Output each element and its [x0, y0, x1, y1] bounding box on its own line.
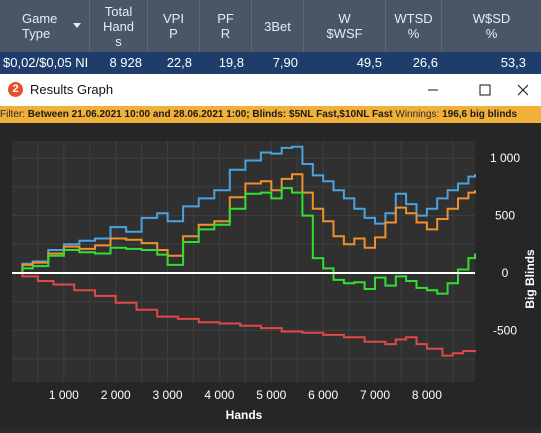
x-tick-label: 4 000 — [204, 388, 234, 402]
column-header-game-type[interactable]: Game Type — [0, 0, 90, 52]
results-chart: 1 000 2 000 3 000 4 000 5 000 6 000 7 000 8 000… — [12, 141, 537, 422]
x-tick-label: 8 000 — [412, 388, 442, 402]
y-tick-label: 1 000 — [490, 151, 520, 165]
y-tick-label: 0 — [502, 266, 509, 280]
series-line-0 — [12, 145, 476, 274]
cell-3bet: 7,90 — [272, 55, 298, 70]
x-axis-label: Hands — [226, 408, 263, 422]
column-header-wtsd[interactable]: WTSD% — [386, 0, 442, 52]
x-tick-label: 1 000 — [49, 388, 79, 402]
cell-pfr: 19,8 — [218, 55, 244, 70]
series-line-1 — [12, 173, 476, 274]
window-titlebar[interactable]: 2 Results Graph — [0, 74, 541, 107]
column-header-pfr[interactable]: PF R — [200, 0, 252, 52]
cell-wtsd: 26,6 — [412, 55, 438, 70]
series-line-2 — [12, 187, 476, 295]
cell-wsd: 53,3 — [500, 55, 526, 70]
y-tick-label: 500 — [495, 209, 515, 223]
dropdown-arrow-icon[interactable] — [73, 23, 81, 28]
window-title: Results Graph — [30, 82, 114, 97]
cell-vpip: 22,8 — [166, 55, 192, 70]
cell-wwsf: 49,5 — [356, 55, 382, 70]
column-header-total-hands[interactable]: Total Hand s — [90, 0, 148, 52]
results-graph: 1 000 2 000 3 000 4 000 5 000 6 000 7 000 8 000… — [0, 123, 541, 428]
winnings-value: 196,6 big blinds — [442, 109, 518, 120]
game-type-label: Game Type — [22, 11, 58, 41]
column-header-3bet[interactable]: 3Bet — [252, 0, 304, 52]
filter-text: Between 21.06.2021 10:00 and 28.06.2021 … — [27, 109, 393, 120]
x-tick-label: 2 000 — [101, 388, 131, 402]
filter-prefix: Filter: — [0, 109, 28, 120]
minimize-button[interactable] — [418, 78, 448, 102]
x-tick-label: 7 000 — [360, 388, 390, 402]
y-tick-label: -500 — [493, 323, 517, 337]
winnings-label: Winnings: — [392, 109, 443, 120]
filter-bar[interactable]: Filter: Between 21.06.2021 10:00 and 28.… — [0, 106, 541, 123]
stats-table-header: Game Type Total Hand s VPI P PF R 3Bet W $WSF … — [0, 0, 541, 52]
y-axis-label: Big Blinds — [523, 249, 537, 309]
cell-total-hands: 8 928 — [109, 55, 142, 70]
column-header-vpip[interactable]: VPI P — [148, 0, 200, 52]
x-tick-label: 3 000 — [153, 388, 183, 402]
series-line-3 — [12, 272, 476, 357]
cell-game-type: $0,02/$0,05 NI — [3, 55, 89, 70]
x-tick-label: 5 000 — [256, 388, 286, 402]
plot-area — [12, 141, 475, 382]
x-tick-label: 6 000 — [308, 388, 338, 402]
app-logo-icon: 2 — [8, 82, 23, 97]
maximize-button[interactable] — [470, 78, 500, 102]
close-button[interactable] — [508, 78, 538, 102]
stats-table-row[interactable]: $0,02/$0,05 NI 8 928 22,8 19,8 7,90 49,5… — [0, 52, 541, 74]
column-header-wsd[interactable]: W$SD% — [472, 11, 511, 41]
column-header-wwsf[interactable]: W $WSF — [304, 0, 386, 52]
